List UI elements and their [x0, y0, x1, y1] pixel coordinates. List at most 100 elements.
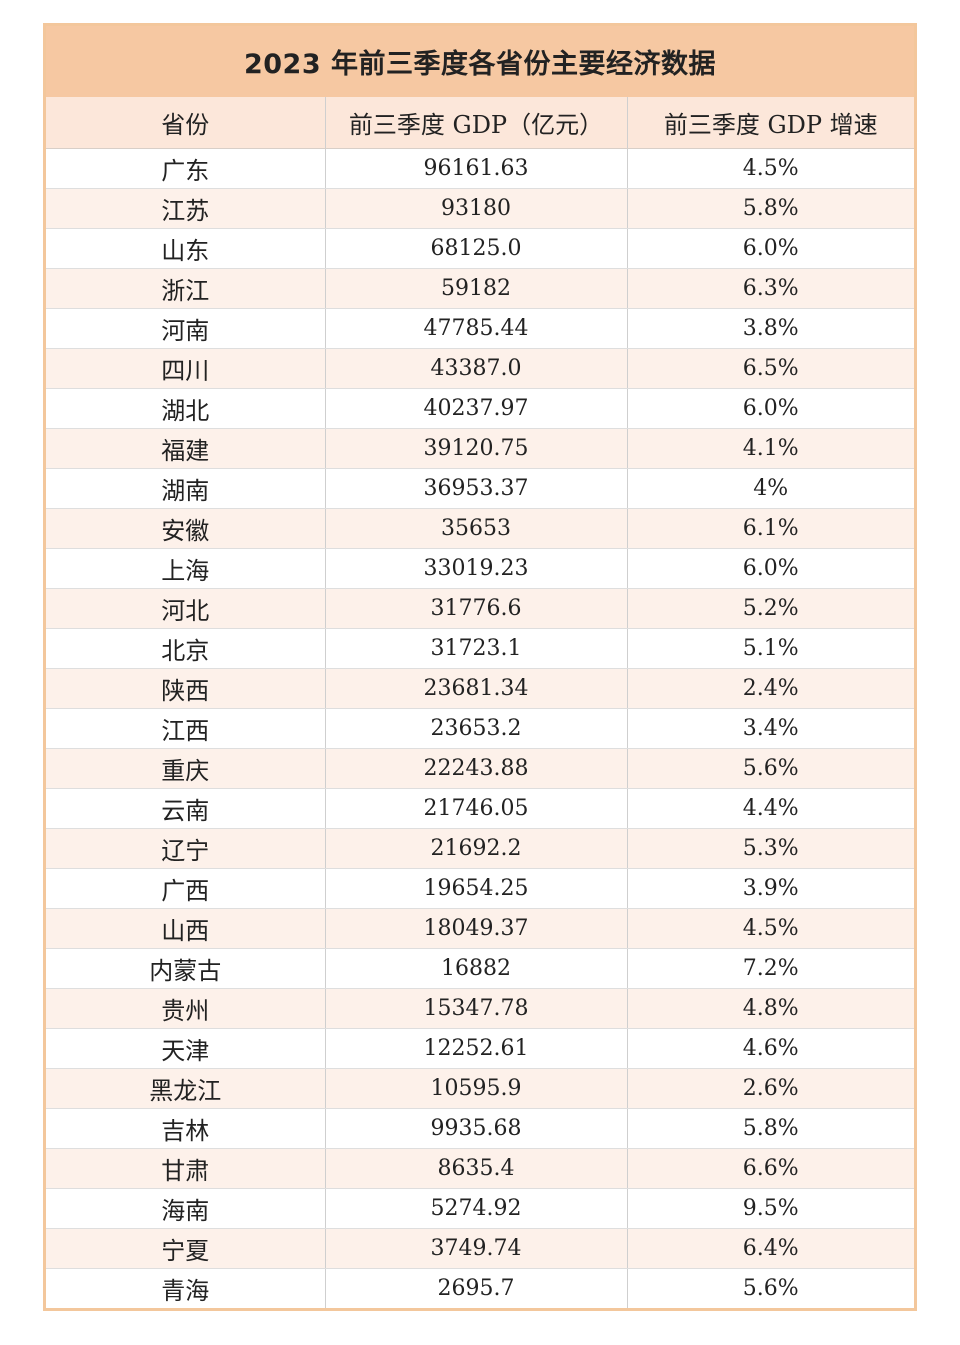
- growth-cell: 9.5%: [627, 1188, 914, 1229]
- table-row: 江西 23653.2 3.4%: [46, 708, 914, 749]
- gdp-cell: 21746.05: [325, 788, 628, 829]
- growth-cell: 6.5%: [627, 348, 914, 389]
- table-row: 天津 12252.61 4.6%: [46, 1028, 914, 1069]
- table-row: 河北 31776.6 5.2%: [46, 588, 914, 629]
- province-cell: 浙江: [46, 268, 326, 309]
- header-row: 省份 前三季度 GDP（亿元） 前三季度 GDP 增速: [46, 97, 914, 149]
- table-row: 山东 68125.0 6.0%: [46, 228, 914, 269]
- table-row: 湖南 36953.37 4%: [46, 468, 914, 509]
- growth-cell: 4.1%: [627, 428, 914, 469]
- province-cell: 山东: [46, 228, 326, 269]
- gdp-cell: 15347.78: [325, 988, 628, 1029]
- gdp-table: 省份 前三季度 GDP（亿元） 前三季度 GDP 增速 广东 96161.63 4.…: [46, 97, 914, 1308]
- table-row: 江苏 93180 5.8%: [46, 188, 914, 229]
- gdp-cell: 3749.74: [325, 1228, 628, 1269]
- table-row: 海南 5274.92 9.5%: [46, 1188, 914, 1229]
- gdp-cell: 93180: [325, 188, 628, 229]
- gdp-cell: 59182: [325, 268, 628, 309]
- province-cell: 陕西: [46, 668, 326, 709]
- gdp-cell: 39120.75: [325, 428, 628, 469]
- growth-cell: 6.0%: [627, 548, 914, 589]
- province-cell: 湖北: [46, 388, 326, 429]
- gdp-cell: 35653: [325, 508, 628, 549]
- province-cell: 辽宁: [46, 828, 326, 869]
- gdp-cell: 12252.61: [325, 1028, 628, 1069]
- table-row: 贵州 15347.78 4.8%: [46, 988, 914, 1029]
- table-row: 宁夏 3749.74 6.4%: [46, 1228, 914, 1269]
- gdp-cell: 5274.92: [325, 1188, 628, 1229]
- gdp-cell: 9935.68: [325, 1108, 628, 1149]
- province-cell: 天津: [46, 1028, 326, 1069]
- growth-cell: 4.8%: [627, 988, 914, 1029]
- province-cell: 上海: [46, 548, 326, 589]
- province-cell: 内蒙古: [46, 948, 326, 989]
- table-row: 湖北 40237.97 6.0%: [46, 388, 914, 429]
- table-row: 河南 47785.44 3.8%: [46, 308, 914, 349]
- growth-cell: 6.3%: [627, 268, 914, 309]
- table-row: 甘肃 8635.4 6.6%: [46, 1148, 914, 1189]
- gdp-cell: 2695.7: [325, 1268, 628, 1308]
- table-row: 青海 2695.7 5.6%: [46, 1268, 914, 1308]
- gdp-cell: 16882: [325, 948, 628, 989]
- province-cell: 贵州: [46, 988, 326, 1029]
- gdp-cell: 23653.2: [325, 708, 628, 749]
- table-row: 安徽 35653 6.1%: [46, 508, 914, 549]
- gdp-cell: 43387.0: [325, 348, 628, 389]
- table-row: 四川 43387.0 6.5%: [46, 348, 914, 389]
- province-cell: 福建: [46, 428, 326, 469]
- table-row: 吉林 9935.68 5.8%: [46, 1108, 914, 1149]
- table-row: 福建 39120.75 4.1%: [46, 428, 914, 469]
- province-cell: 河南: [46, 308, 326, 349]
- province-cell: 吉林: [46, 1108, 326, 1149]
- gdp-cell: 31776.6: [325, 588, 628, 629]
- header-gdp: 前三季度 GDP（亿元）: [325, 97, 628, 149]
- table-row: 北京 31723.1 5.1%: [46, 628, 914, 669]
- province-cell: 重庆: [46, 748, 326, 789]
- growth-cell: 5.6%: [627, 748, 914, 789]
- header-growth: 前三季度 GDP 增速: [627, 97, 914, 149]
- province-cell: 宁夏: [46, 1228, 326, 1269]
- gdp-cell: 18049.37: [325, 908, 628, 949]
- table-body: 广东 96161.63 4.5% 江苏 93180 5.8% 山东 68125.0 6.0% 浙江…: [46, 148, 914, 1308]
- province-cell: 江苏: [46, 188, 326, 229]
- table-row: 辽宁 21692.2 5.3%: [46, 828, 914, 869]
- growth-cell: 4.5%: [627, 148, 914, 189]
- gdp-cell: 8635.4: [325, 1148, 628, 1189]
- growth-cell: 5.8%: [627, 1108, 914, 1149]
- province-cell: 江西: [46, 708, 326, 749]
- table-row: 黑龙江 10595.9 2.6%: [46, 1068, 914, 1109]
- table-row: 陕西 23681.34 2.4%: [46, 668, 914, 709]
- gdp-cell: 22243.88: [325, 748, 628, 789]
- province-cell: 黑龙江: [46, 1068, 326, 1109]
- gdp-cell: 19654.25: [325, 868, 628, 909]
- table-row: 上海 33019.23 6.0%: [46, 548, 914, 589]
- table-row: 内蒙古 16882 7.2%: [46, 948, 914, 989]
- province-cell: 湖南: [46, 468, 326, 509]
- growth-cell: 2.6%: [627, 1068, 914, 1109]
- header-province: 省份: [46, 97, 326, 149]
- growth-cell: 4.5%: [627, 908, 914, 949]
- table-row: 云南 21746.05 4.4%: [46, 788, 914, 829]
- growth-cell: 6.6%: [627, 1148, 914, 1189]
- table-title: 2023 年前三季度各省份主要经济数据: [46, 26, 914, 97]
- growth-cell: 6.0%: [627, 388, 914, 429]
- province-cell: 海南: [46, 1188, 326, 1229]
- gdp-cell: 47785.44: [325, 308, 628, 349]
- growth-cell: 2.4%: [627, 668, 914, 709]
- gdp-cell: 31723.1: [325, 628, 628, 669]
- growth-cell: 5.6%: [627, 1268, 914, 1308]
- table-row: 广东 96161.63 4.5%: [46, 148, 914, 189]
- growth-cell: 6.1%: [627, 508, 914, 549]
- table-row: 广西 19654.25 3.9%: [46, 868, 914, 909]
- province-cell: 山西: [46, 908, 326, 949]
- province-cell: 甘肃: [46, 1148, 326, 1189]
- gdp-cell: 96161.63: [325, 148, 628, 189]
- province-cell: 北京: [46, 628, 326, 669]
- growth-cell: 4.6%: [627, 1028, 914, 1069]
- table-row: 山西 18049.37 4.5%: [46, 908, 914, 949]
- growth-cell: 5.8%: [627, 188, 914, 229]
- growth-cell: 3.4%: [627, 708, 914, 749]
- gdp-cell: 10595.9: [325, 1068, 628, 1109]
- table-header: 省份 前三季度 GDP（亿元） 前三季度 GDP 增速: [46, 97, 914, 149]
- table-row: 浙江 59182 6.3%: [46, 268, 914, 309]
